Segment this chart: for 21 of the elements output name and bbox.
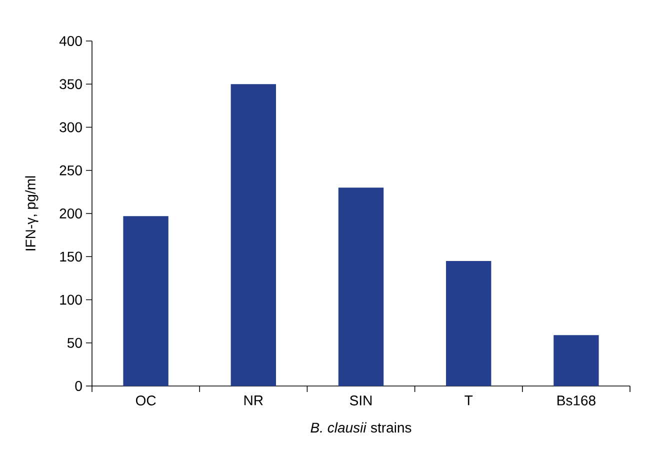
x-tick-label: NR bbox=[244, 396, 263, 406]
bar bbox=[123, 216, 168, 386]
y-tick-label: 100 bbox=[60, 294, 82, 305]
bar bbox=[230, 84, 276, 386]
y-tick-label: 300 bbox=[60, 122, 82, 132]
y-tick-label: 250 bbox=[60, 165, 82, 176]
y-tick-label: 50 bbox=[67, 338, 82, 348]
y-tick-label: 400 bbox=[59, 36, 82, 46]
bar bbox=[446, 260, 492, 386]
y-axis-title: IFN-γ, pg/ml bbox=[25, 176, 38, 250]
bar bbox=[338, 188, 384, 386]
x-tick-label: SIN bbox=[350, 396, 372, 406]
y-tick-label: 200 bbox=[60, 208, 82, 218]
y-tick-label: 350 bbox=[60, 79, 82, 90]
bar bbox=[554, 335, 599, 386]
x-tick-label: T bbox=[464, 396, 473, 406]
x-axis-title: B. clausii strains bbox=[310, 422, 412, 433]
y-tick-label: 150 bbox=[60, 252, 82, 262]
x-tick-label: OC bbox=[136, 396, 156, 406]
x-tick-label: Bs168 bbox=[557, 396, 596, 406]
y-tick-label: 0 bbox=[75, 381, 82, 391]
